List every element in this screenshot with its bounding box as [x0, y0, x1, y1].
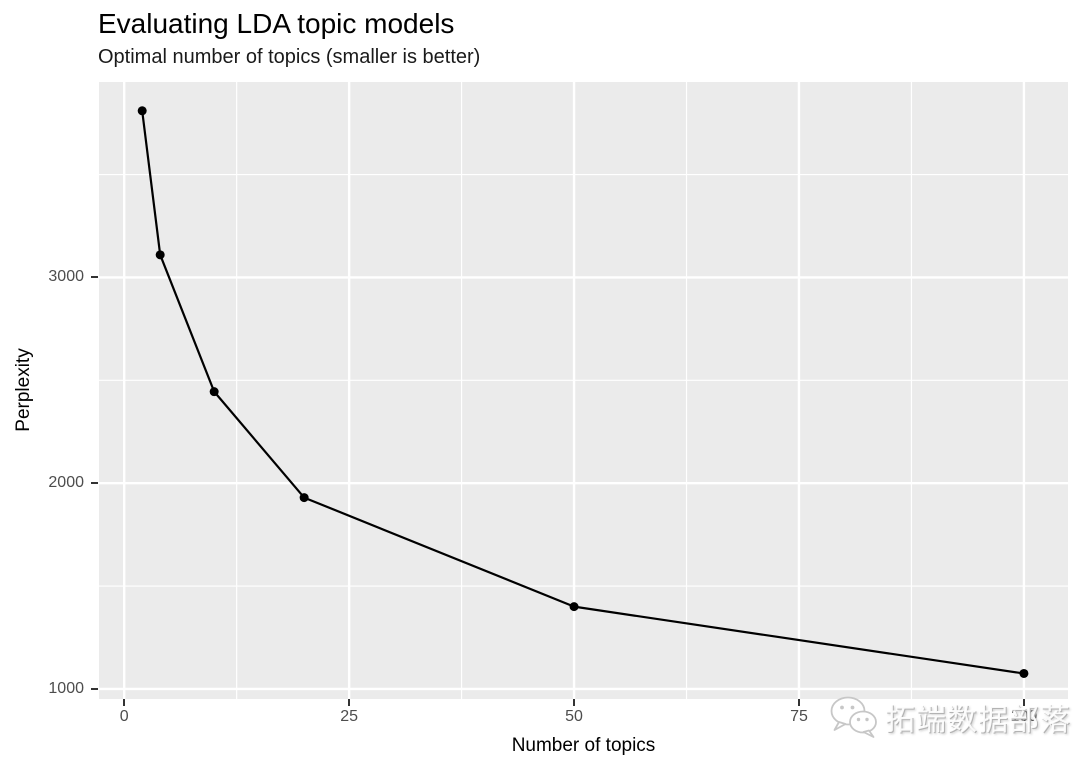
chart-subtitle: Optimal number of topics (smaller is bet… — [98, 46, 481, 68]
x-tick-label: 0 — [119, 708, 129, 725]
x-tick-mark — [1022, 699, 1025, 706]
data-points — [137, 106, 1029, 678]
major-gridlines — [99, 82, 1068, 699]
data-point — [569, 602, 579, 612]
y-tick-label: 2000 — [48, 474, 84, 492]
x-tick-mark — [797, 699, 800, 706]
x-tick-label: 100 — [1010, 708, 1038, 725]
data-point — [209, 387, 219, 397]
chart-title: Evaluating LDA topic models — [98, 8, 455, 39]
minor-gridlines — [99, 82, 1068, 699]
plot-panel — [99, 82, 1068, 699]
y-tick-label: 1000 — [48, 679, 84, 697]
x-axis-title: Number of topics — [511, 735, 656, 756]
x-tick-label: 75 — [790, 708, 808, 725]
y-tick-label: 3000 — [48, 268, 84, 286]
perplexity-line — [141, 110, 1025, 675]
data-point — [155, 250, 165, 260]
x-tick-mark — [123, 699, 126, 706]
x-tick-mark — [573, 699, 576, 706]
data-point — [137, 106, 147, 116]
x-tick-mark — [348, 699, 351, 706]
x-tick-label: 50 — [565, 708, 583, 725]
line-chart — [99, 82, 1068, 699]
wechat-chat-bubbles-icon — [830, 696, 877, 738]
y-tick-mark — [91, 482, 98, 485]
y-axis-title: Perplexity — [13, 348, 34, 432]
x-tick-label: 25 — [340, 708, 358, 725]
data-point — [299, 493, 309, 503]
data-point — [1019, 668, 1029, 678]
y-tick-mark — [91, 276, 98, 279]
y-tick-mark — [91, 687, 98, 690]
